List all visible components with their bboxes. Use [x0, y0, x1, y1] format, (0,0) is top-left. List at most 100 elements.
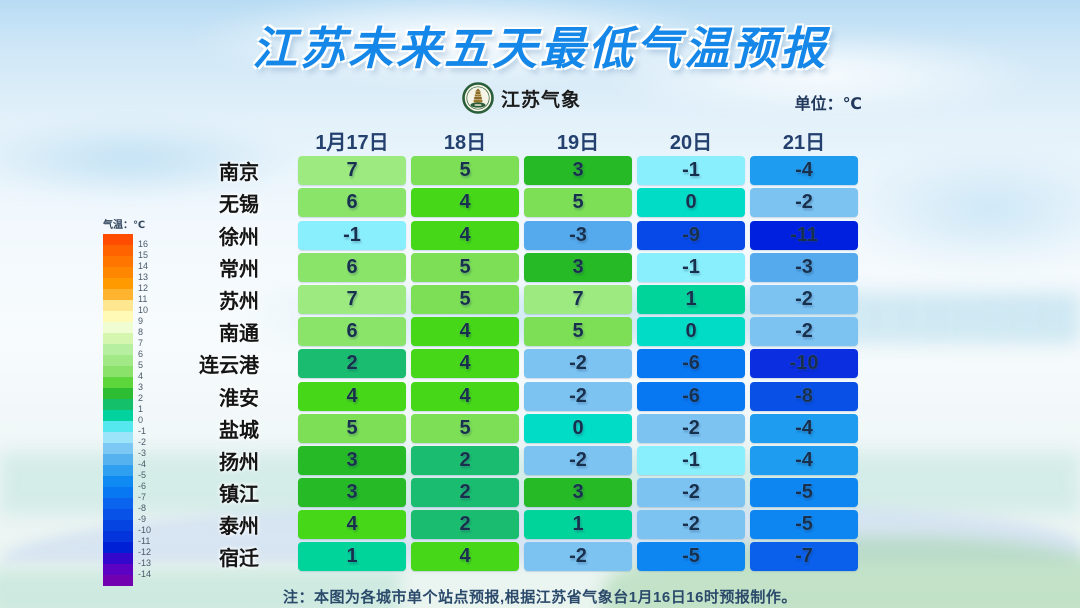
- legend-color-swatch: [103, 355, 133, 366]
- temp-cell: 7: [524, 284, 632, 314]
- legend-color-swatch: [103, 267, 133, 278]
- temp-cell: 6: [298, 252, 406, 282]
- legend-color-swatch: [103, 245, 133, 256]
- legend-color-swatch: [103, 311, 133, 322]
- brand-logo-group: 江苏气象: [462, 82, 581, 114]
- legend-color-swatch: [103, 377, 133, 388]
- temp-cell: 4: [411, 188, 519, 218]
- temp-cell: 0: [524, 413, 632, 443]
- legend-tick-label: -12: [138, 547, 152, 557]
- temp-cell: 1: [524, 510, 632, 540]
- temp-cell: 5: [411, 156, 519, 186]
- legend-tick-label: 9: [138, 316, 144, 326]
- legend-tick-label: 0: [138, 415, 144, 425]
- column-header-date: 19日: [556, 131, 600, 154]
- legend-tick-label: -10: [138, 525, 152, 535]
- temp-cell: -2: [524, 542, 632, 572]
- legend-tick-label: 13: [138, 272, 149, 282]
- temp-cell: -2: [750, 284, 858, 314]
- temp-cell: 3: [298, 445, 406, 475]
- temp-cell: 4: [411, 220, 519, 250]
- legend-color-swatch: [103, 520, 133, 531]
- temp-cell: -5: [750, 478, 858, 508]
- legend-color-swatch: [103, 234, 133, 245]
- temp-cell: -5: [750, 510, 858, 540]
- temp-cell: 2: [411, 510, 519, 540]
- temp-cell: 7: [298, 284, 406, 314]
- unit-label: 单位：℃: [794, 96, 862, 113]
- row-label-city: 苏州: [219, 290, 259, 313]
- legend-color-swatch: [103, 531, 133, 542]
- legend-color-swatch: [103, 498, 133, 509]
- row-label-city: 常州: [219, 258, 259, 281]
- temp-cell: -7: [750, 542, 858, 572]
- legend-tick-label: 4: [138, 371, 144, 381]
- legend-color-swatch: [103, 443, 133, 454]
- temp-cell: -1: [637, 252, 745, 282]
- temp-cell: -5: [637, 542, 745, 572]
- temp-cell: 4: [298, 510, 406, 540]
- temp-cell: -2: [524, 445, 632, 475]
- legend-tick-label: -2: [138, 437, 147, 447]
- row-label-city: 南通: [219, 323, 259, 346]
- temp-cell: -2: [637, 478, 745, 508]
- temp-cell: -9: [637, 220, 745, 250]
- legend-color-swatch: [103, 454, 133, 465]
- legend-color-swatch: [103, 553, 133, 564]
- temp-cell: 3: [298, 478, 406, 508]
- temp-cell: -2: [750, 317, 858, 347]
- column-header-date: 21日: [782, 131, 826, 154]
- legend-tick-label: 2: [138, 393, 144, 403]
- temp-cell: -1: [298, 220, 406, 250]
- temp-cell: -2: [524, 349, 632, 379]
- temp-cell: -4: [750, 445, 858, 475]
- legend-tick-label: 7: [138, 338, 144, 348]
- temp-cell: 2: [411, 478, 519, 508]
- temp-cell: 5: [411, 284, 519, 314]
- legend-color-swatch: [103, 564, 133, 575]
- legend-tick-label: -7: [138, 492, 147, 502]
- legend-color-swatch: [103, 333, 133, 344]
- colorbar: 16 15 14 13 12 11 10 9 8 7 6 5 4 3 2 1 0 -1 -2 -3 -4 -5 -6 -7 -8…: [103, 234, 151, 586]
- jiangsu-meteorology-logo-icon: [462, 82, 494, 114]
- legend-tick-label: 6: [138, 349, 144, 359]
- legend-color-swatch: [103, 399, 133, 410]
- legend-tick-label: 15: [138, 250, 149, 260]
- temp-cell: -10: [750, 349, 858, 379]
- legend-tick-label: 14: [138, 261, 149, 271]
- legend-color-swatch: [103, 289, 133, 300]
- brand-name: 江苏气象: [501, 89, 582, 111]
- legend-tick-label: 16: [138, 239, 149, 249]
- temp-cell: 4: [411, 381, 519, 411]
- legend-color-swatch: [103, 476, 133, 487]
- legend-color-swatch: [103, 388, 133, 399]
- temp-cell: 7: [298, 156, 406, 186]
- temp-cell: -2: [750, 188, 858, 218]
- temp-cell: 5: [411, 252, 519, 282]
- table-corner: [181, 127, 293, 153]
- row-label-city: 镇江: [219, 484, 259, 507]
- forecast-table: 1月17日 18日 19日 20日 21日 南京 7 5 3 -1 -4 无锡 6 4 5 0 -2 徐州 -1 4-…: [181, 127, 858, 572]
- temp-cell: 3: [524, 478, 632, 508]
- legend-tick-label: -13: [138, 558, 152, 568]
- legend-color-swatch: [103, 575, 133, 586]
- legend-color-swatch: [103, 410, 133, 421]
- temp-cell: -6: [637, 349, 745, 379]
- column-header-date: 18日: [443, 131, 487, 154]
- colorbar-title: 气温：℃: [103, 220, 146, 231]
- legend-color-swatch: [103, 278, 133, 289]
- row-label-city: 泰州: [219, 516, 259, 539]
- temp-cell: 0: [637, 317, 745, 347]
- temp-cell: -2: [524, 381, 632, 411]
- row-label-city: 淮安: [219, 387, 259, 410]
- temp-cell: -2: [637, 510, 745, 540]
- column-header-date: 20日: [669, 131, 713, 154]
- legend-color-swatch: [103, 542, 133, 553]
- temp-cell: 1: [298, 542, 406, 572]
- legend-color-swatch: [103, 256, 133, 267]
- legend-color-swatch: [103, 421, 133, 432]
- legend-tick-label: 1: [138, 404, 144, 414]
- legend-tick-label: 8: [138, 327, 144, 337]
- temp-cell: 6: [298, 188, 406, 218]
- temp-cell: -1: [637, 156, 745, 186]
